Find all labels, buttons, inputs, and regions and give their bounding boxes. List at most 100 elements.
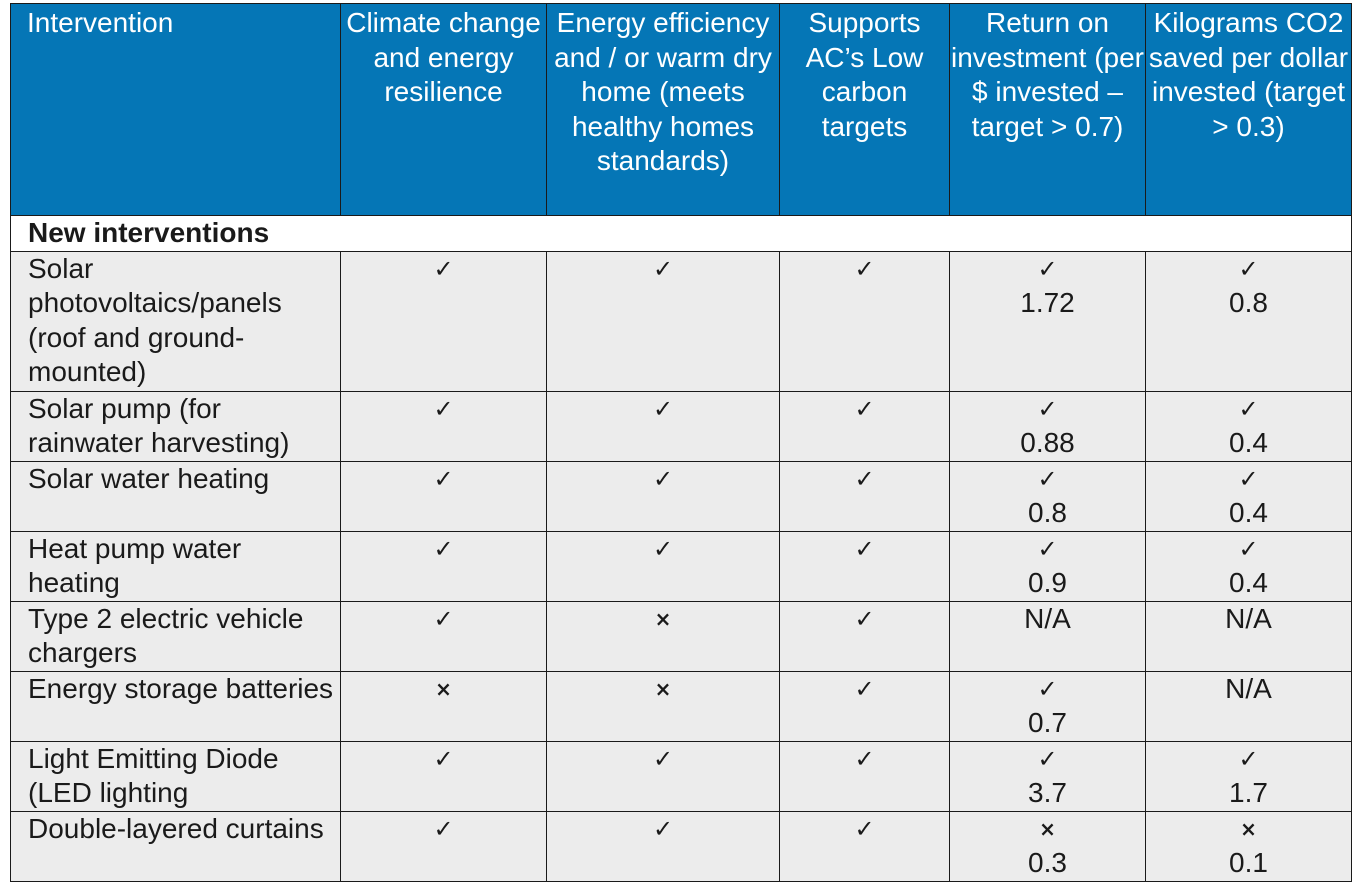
check-icon: ✓ — [854, 674, 875, 703]
intervention-name: Light Emitting Diode (LED lighting — [10, 740, 341, 812]
roi-cell: ✓ 1.72 — [949, 250, 1146, 392]
check-icon: ✓ — [433, 534, 454, 563]
check-icon: ✓ — [854, 464, 875, 493]
co2-value: N/A — [1225, 602, 1272, 634]
check-icon: ✓ — [1037, 464, 1058, 493]
roi-value: 0.3 — [1028, 847, 1067, 878]
co2-cell: ✓ 0.4 — [1145, 390, 1352, 462]
check-icon: ✓ — [1238, 744, 1259, 773]
header-return-on-investment: Return on investment (per $ invested – t… — [949, 3, 1146, 216]
check-icon: ✓ — [433, 604, 454, 633]
climate-cell: ✓ — [340, 250, 547, 392]
roi-cell: ✓ 0.8 — [949, 460, 1146, 532]
efficiency-cell: ✓ — [546, 740, 780, 812]
table-row: Double-layered curtains ✓ ✓ ✓ × 0.3 × 0.1 — [10, 810, 1352, 882]
roi-cell: ✓ 3.7 — [949, 740, 1146, 812]
cross-icon: × — [1039, 816, 1056, 841]
check-icon: ✓ — [854, 814, 875, 843]
header-co2-saved: Kilograms CO2 saved per dollar invested … — [1145, 3, 1352, 216]
check-icon: ✓ — [652, 744, 674, 773]
efficiency-cell: ✓ — [546, 810, 780, 882]
check-icon: ✓ — [1238, 464, 1259, 493]
climate-cell: × — [340, 670, 547, 742]
header-intervention: Intervention — [10, 3, 341, 216]
table-row: Heat pump water heating ✓ ✓ ✓ ✓ 0.9 ✓ 0.4 — [10, 530, 1352, 602]
section-label: New interventions — [10, 215, 1352, 252]
roi-value: 0.88 — [1020, 427, 1075, 458]
co2-value: 0.4 — [1229, 427, 1268, 458]
low-carbon-cell: ✓ — [779, 250, 950, 392]
roi-cell: × 0.3 — [949, 810, 1146, 882]
intervention-name: Double-layered curtains — [10, 810, 341, 882]
low-carbon-cell: ✓ — [779, 740, 950, 812]
check-icon: ✓ — [1037, 744, 1058, 773]
low-carbon-cell: ✓ — [779, 460, 950, 532]
header-row: Intervention Climate change and energy r… — [10, 3, 1352, 216]
roi-value: 0.7 — [1028, 707, 1067, 738]
co2-value: N/A — [1225, 672, 1272, 704]
roi-value: 1.72 — [1020, 287, 1075, 318]
table-row: Type 2 electric vehicle chargers ✓ × ✓ N… — [10, 600, 1352, 672]
roi-cell: N/A — [949, 600, 1146, 672]
roi-cell: ✓ 0.9 — [949, 530, 1146, 602]
header-low-carbon: Supports AC’s Low carbon targets — [779, 3, 950, 216]
table-row: Solar water heating ✓ ✓ ✓ ✓ 0.8 ✓ 0.4 — [10, 460, 1352, 532]
co2-cell: N/A — [1145, 670, 1352, 742]
check-icon: ✓ — [854, 394, 875, 423]
check-icon: ✓ — [433, 254, 454, 283]
check-icon: ✓ — [652, 254, 674, 283]
check-icon: ✓ — [652, 464, 674, 493]
table-row: Energy storage batteries × × ✓ ✓ 0.7 N/A — [10, 670, 1352, 742]
efficiency-cell: × — [546, 670, 780, 742]
section-row: New interventions — [10, 215, 1352, 252]
efficiency-cell: × — [546, 600, 780, 672]
roi-value: N/A — [1024, 602, 1071, 634]
intervention-name: Solar pump (for rainwater harvesting) — [10, 390, 341, 462]
low-carbon-cell: ✓ — [779, 530, 950, 602]
cross-icon: × — [435, 676, 452, 701]
climate-cell: ✓ — [340, 390, 547, 462]
table-row: Solar pump (for rainwater harvesting) ✓ … — [10, 390, 1352, 462]
low-carbon-cell: ✓ — [779, 810, 950, 882]
climate-cell: ✓ — [340, 600, 547, 672]
check-icon: ✓ — [433, 394, 454, 423]
co2-value: 1.7 — [1229, 777, 1268, 808]
climate-cell: ✓ — [340, 810, 547, 882]
intervention-name: Energy storage batteries — [10, 670, 341, 742]
check-icon: ✓ — [1037, 254, 1058, 283]
low-carbon-cell: ✓ — [779, 670, 950, 742]
intervention-name: Solar water heating — [10, 460, 341, 532]
low-carbon-cell: ✓ — [779, 600, 950, 672]
co2-cell: × 0.1 — [1145, 810, 1352, 882]
co2-value: 0.8 — [1229, 287, 1268, 318]
check-icon: ✓ — [652, 394, 674, 423]
intervention-name: Solar photovoltaics/panels (roof and gro… — [10, 250, 341, 392]
co2-value: 0.4 — [1229, 567, 1268, 598]
co2-cell: ✓ 1.7 — [1145, 740, 1352, 812]
check-icon: ✓ — [854, 744, 875, 773]
efficiency-cell: ✓ — [546, 250, 780, 392]
efficiency-cell: ✓ — [546, 390, 780, 462]
co2-cell: N/A — [1145, 600, 1352, 672]
table-row: Light Emitting Diode (LED lighting ✓ ✓ ✓… — [10, 740, 1352, 812]
co2-value: 0.1 — [1229, 847, 1268, 878]
roi-value: 0.9 — [1028, 567, 1067, 598]
co2-cell: ✓ 0.4 — [1145, 460, 1352, 532]
interventions-table: Intervention Climate change and energy r… — [10, 3, 1352, 882]
check-icon: ✓ — [433, 744, 454, 773]
check-icon: ✓ — [652, 814, 674, 843]
header-energy-efficiency: Energy efficiency and / or warm dry home… — [546, 3, 780, 216]
check-icon: ✓ — [1238, 394, 1259, 423]
efficiency-cell: ✓ — [546, 530, 780, 602]
check-icon: ✓ — [1037, 394, 1058, 423]
header-climate-resilience: Climate change and energy resilience — [340, 3, 547, 216]
check-icon: ✓ — [1238, 254, 1259, 283]
climate-cell: ✓ — [340, 530, 547, 602]
roi-value: 3.7 — [1028, 777, 1067, 808]
check-icon: ✓ — [854, 254, 875, 283]
efficiency-cell: ✓ — [546, 460, 780, 532]
climate-cell: ✓ — [340, 460, 547, 532]
co2-cell: ✓ 0.8 — [1145, 250, 1352, 392]
climate-cell: ✓ — [340, 740, 547, 812]
intervention-name: Heat pump water heating — [10, 530, 341, 602]
